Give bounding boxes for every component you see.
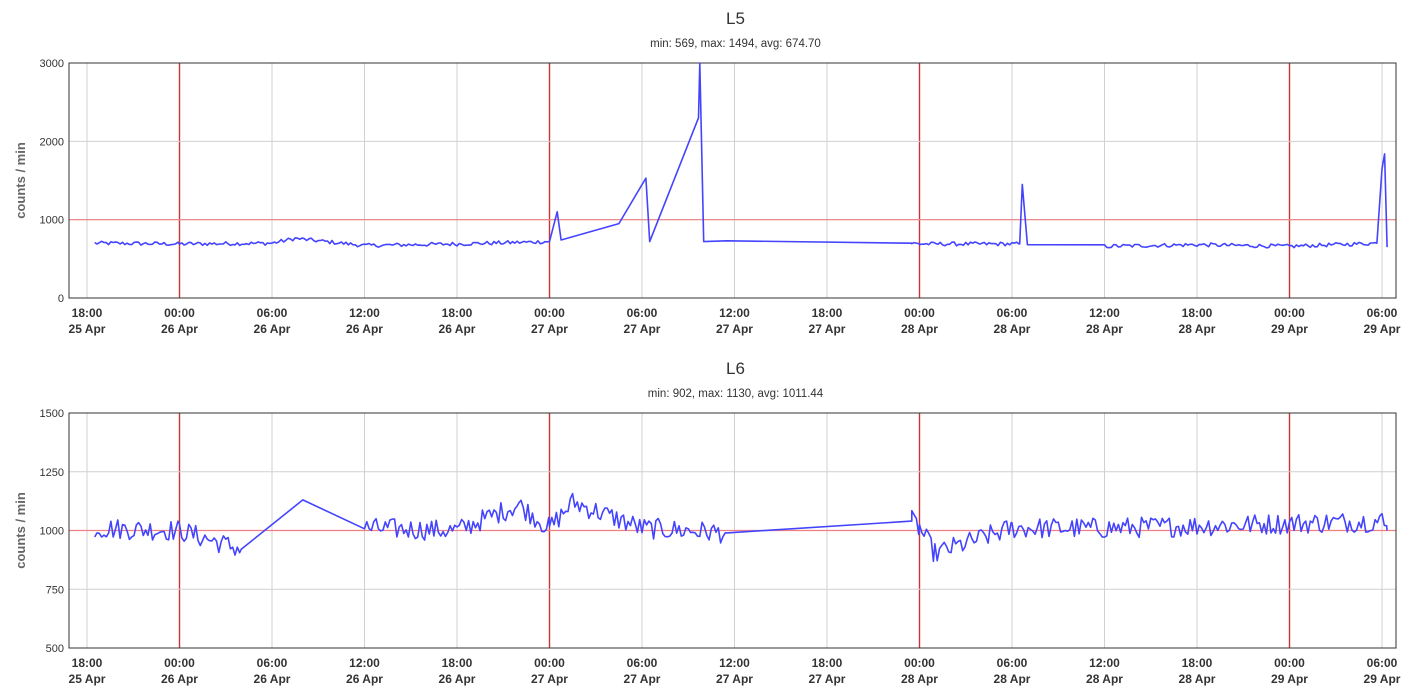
x-tick-label: 00:00 xyxy=(164,656,195,670)
x-tick-label: 06:00 xyxy=(997,306,1028,320)
y-tick-label: 3000 xyxy=(40,58,64,70)
x-tick-label: 06:00 xyxy=(627,306,658,320)
x-tick-date: 29 Apr xyxy=(1364,672,1401,686)
y-tick-label: 750 xyxy=(46,584,64,596)
chart-title: L6 xyxy=(726,359,745,378)
x-tick-date: 28 Apr xyxy=(1086,672,1123,686)
x-tick-date: 26 Apr xyxy=(254,322,291,336)
x-tick-label: 18:00 xyxy=(1182,656,1213,670)
x-tick-date: 27 Apr xyxy=(809,672,846,686)
x-tick-label: 18:00 xyxy=(812,656,843,670)
y-tick-label: 1500 xyxy=(40,408,64,420)
x-tick-label: 00:00 xyxy=(1274,306,1305,320)
x-tick-label: 18:00 xyxy=(812,306,843,320)
x-tick-label: 18:00 xyxy=(442,656,473,670)
x-tick-label: 00:00 xyxy=(904,306,935,320)
x-tick-date: 27 Apr xyxy=(809,322,846,336)
x-tick-label: 06:00 xyxy=(257,656,288,670)
x-tick-label: 00:00 xyxy=(534,306,565,320)
x-tick-label: 12:00 xyxy=(349,656,380,670)
y-tick-label: 500 xyxy=(46,643,64,655)
x-tick-date: 28 Apr xyxy=(1179,672,1216,686)
y-tick-label: 1000 xyxy=(40,215,64,227)
x-tick-date: 29 Apr xyxy=(1271,672,1308,686)
x-tick-date: 26 Apr xyxy=(346,672,383,686)
x-tick-date: 29 Apr xyxy=(1271,322,1308,336)
x-tick-date: 28 Apr xyxy=(1086,322,1123,336)
x-tick-label: 18:00 xyxy=(1182,306,1213,320)
x-tick-label: 18:00 xyxy=(72,656,103,670)
x-tick-label: 12:00 xyxy=(1089,306,1120,320)
chart-l5: L5 min: 569, max: 1494, avg: 674.70 0 1000 2… xyxy=(13,9,1401,336)
chart-subtitle: min: 569, max: 1494, avg: 674.70 xyxy=(650,38,821,50)
x-tick-label: 18:00 xyxy=(72,306,103,320)
x-tick-label: 06:00 xyxy=(997,656,1028,670)
x-tick-date: 28 Apr xyxy=(1179,322,1216,336)
series-line xyxy=(94,492,1388,563)
x-tick-date: 27 Apr xyxy=(624,322,661,336)
y-tick-label: 0 xyxy=(58,293,64,305)
x-tick-date: 26 Apr xyxy=(161,322,198,336)
x-tick-date: 28 Apr xyxy=(994,322,1031,336)
x-tick-label: 00:00 xyxy=(904,656,935,670)
x-tick-label: 12:00 xyxy=(1089,656,1120,670)
plot-frame xyxy=(68,412,1397,649)
x-tick-date: 27 Apr xyxy=(531,672,568,686)
x-tick-date: 28 Apr xyxy=(901,322,938,336)
y-axis-label: counts / min xyxy=(13,142,28,219)
x-tick-date: 25 Apr xyxy=(69,672,106,686)
x-tick-label: 12:00 xyxy=(349,306,380,320)
chart-l6: L6 min: 902, max: 1130, avg: 1011.44 500 75… xyxy=(13,359,1401,686)
x-tick-date: 26 Apr xyxy=(161,672,198,686)
x-tick-date: 26 Apr xyxy=(346,322,383,336)
series-line xyxy=(94,62,1388,249)
y-tick-label: 1000 xyxy=(40,526,64,538)
x-tick-label: 12:00 xyxy=(719,656,750,670)
x-tick-date: 28 Apr xyxy=(901,672,938,686)
x-tick-label: 12:00 xyxy=(719,306,750,320)
x-tick-date: 27 Apr xyxy=(716,322,753,336)
x-tick-label: 18:00 xyxy=(442,306,473,320)
x-tick-label: 06:00 xyxy=(627,656,658,670)
x-tick-date: 27 Apr xyxy=(624,672,661,686)
x-tick-label: 00:00 xyxy=(534,656,565,670)
x-tick-label: 00:00 xyxy=(164,306,195,320)
x-tick-label: 06:00 xyxy=(257,306,288,320)
x-tick-date: 25 Apr xyxy=(69,322,106,336)
x-tick-date: 27 Apr xyxy=(531,322,568,336)
y-tick-label: 2000 xyxy=(40,136,64,148)
x-tick-date: 26 Apr xyxy=(439,322,476,336)
y-axis-label: counts / min xyxy=(13,492,28,569)
x-tick-date: 27 Apr xyxy=(716,672,753,686)
plot-frame xyxy=(68,62,1397,299)
x-tick-label: 06:00 xyxy=(1367,656,1398,670)
x-tick-label: 06:00 xyxy=(1367,306,1398,320)
x-tick-date: 28 Apr xyxy=(994,672,1031,686)
chart-title: L5 xyxy=(726,9,745,28)
chart-subtitle: min: 902, max: 1130, avg: 1011.44 xyxy=(648,388,824,400)
x-tick-label: 00:00 xyxy=(1274,656,1305,670)
x-tick-date: 26 Apr xyxy=(254,672,291,686)
y-tick-label: 1250 xyxy=(40,467,64,479)
x-tick-date: 26 Apr xyxy=(439,672,476,686)
x-tick-date: 29 Apr xyxy=(1364,322,1401,336)
